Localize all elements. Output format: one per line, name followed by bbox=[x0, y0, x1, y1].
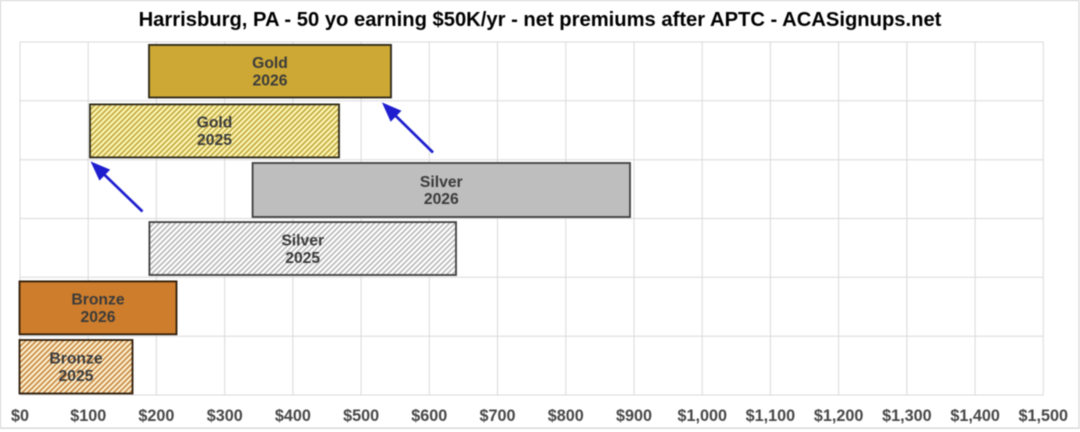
svg-text:$300: $300 bbox=[207, 407, 243, 425]
svg-text:Silver: Silver bbox=[420, 174, 463, 191]
svg-text:2025: 2025 bbox=[59, 368, 94, 385]
svg-text:2026: 2026 bbox=[424, 191, 459, 208]
svg-text:$0: $0 bbox=[11, 407, 29, 425]
svg-text:$100: $100 bbox=[70, 407, 106, 425]
svg-text:2026: 2026 bbox=[81, 309, 116, 326]
svg-text:Bronze: Bronze bbox=[49, 351, 102, 368]
svg-text:$1,000: $1,000 bbox=[677, 407, 727, 425]
svg-text:2026: 2026 bbox=[253, 72, 288, 89]
svg-text:$1,200: $1,200 bbox=[814, 407, 864, 425]
svg-text:Silver: Silver bbox=[281, 232, 324, 249]
svg-text:2025: 2025 bbox=[285, 250, 320, 267]
svg-text:$500: $500 bbox=[343, 407, 379, 425]
svg-text:$800: $800 bbox=[548, 407, 584, 425]
svg-text:$700: $700 bbox=[479, 407, 515, 425]
svg-text:$900: $900 bbox=[616, 407, 652, 425]
svg-text:$1,300: $1,300 bbox=[882, 407, 932, 425]
svg-text:Gold: Gold bbox=[197, 115, 233, 132]
svg-text:Harrisburg, PA - 50 yo earning: Harrisburg, PA - 50 yo earning $50K/yr -… bbox=[139, 9, 942, 31]
svg-text:Gold: Gold bbox=[252, 55, 288, 72]
svg-text:$600: $600 bbox=[411, 407, 447, 425]
svg-text:$1,100: $1,100 bbox=[746, 407, 796, 425]
svg-text:$400: $400 bbox=[275, 407, 311, 425]
svg-text:$200: $200 bbox=[138, 407, 174, 425]
svg-text:Bronze: Bronze bbox=[71, 292, 124, 309]
svg-text:$1,400: $1,400 bbox=[950, 407, 1000, 425]
svg-text:$1,500: $1,500 bbox=[1019, 407, 1069, 425]
svg-text:2025: 2025 bbox=[197, 132, 232, 149]
